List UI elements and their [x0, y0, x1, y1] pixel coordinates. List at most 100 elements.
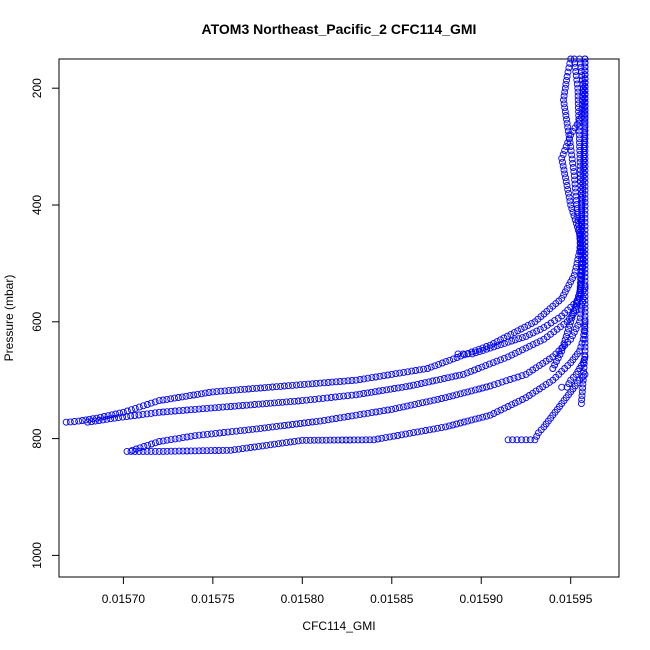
data-point — [140, 443, 148, 450]
data-point — [452, 372, 460, 380]
data-point — [566, 139, 574, 147]
data-point — [430, 425, 437, 433]
data-point — [454, 350, 462, 358]
data-point — [581, 351, 589, 359]
data-point — [483, 412, 490, 420]
data-point — [579, 236, 586, 244]
data-point — [199, 431, 207, 439]
data-point — [575, 135, 583, 143]
data-point — [475, 348, 483, 356]
data-point — [191, 447, 199, 455]
data-point — [573, 296, 581, 304]
data-point — [567, 131, 575, 139]
data-point — [565, 64, 573, 72]
data-point — [464, 388, 472, 396]
data-point — [508, 401, 516, 409]
data-point — [247, 444, 255, 451]
data-point — [577, 201, 585, 209]
data-point — [245, 385, 253, 393]
data-point — [497, 406, 505, 414]
data-point — [383, 386, 391, 394]
data-point — [286, 398, 294, 406]
data-point — [571, 303, 579, 311]
data-point — [581, 159, 589, 166]
data-point — [431, 362, 439, 370]
data-point — [490, 381, 498, 389]
data-point — [556, 351, 564, 358]
data-point — [416, 366, 424, 374]
data-point — [380, 372, 388, 380]
data-point — [175, 434, 183, 442]
data-point — [559, 150, 567, 158]
data-point — [493, 408, 501, 416]
data-point — [243, 401, 251, 409]
data-point — [565, 380, 573, 388]
data-point — [560, 291, 567, 299]
data-point — [205, 389, 213, 396]
data-point — [514, 327, 522, 335]
data-point — [433, 376, 440, 384]
data-point — [563, 76, 570, 84]
data-point — [578, 232, 586, 240]
data-point — [384, 406, 392, 414]
data-point — [231, 402, 239, 410]
x-tick-label: 0.01585 — [370, 592, 414, 606]
data-point — [579, 84, 587, 92]
x-axis-label: CFC114_GMI — [302, 619, 375, 633]
data-point — [269, 423, 276, 431]
data-point — [324, 379, 332, 386]
data-point — [263, 400, 270, 408]
data-point — [119, 408, 127, 416]
data-point — [328, 378, 336, 386]
data-point — [123, 447, 131, 455]
data-point — [581, 328, 589, 335]
data-point — [535, 385, 543, 393]
data-point — [507, 330, 515, 338]
data-point — [376, 407, 384, 415]
data-point — [576, 158, 584, 166]
data-point — [195, 447, 203, 455]
data-point — [286, 438, 294, 446]
data-point — [139, 402, 147, 410]
data-point — [282, 398, 290, 406]
data-point — [562, 80, 570, 88]
data-point — [420, 365, 428, 373]
data-point — [331, 393, 339, 401]
data-point — [493, 342, 501, 350]
data-point — [115, 414, 122, 422]
data-point — [135, 447, 143, 455]
data-point — [444, 374, 452, 382]
data-point — [376, 372, 384, 380]
data-point — [278, 398, 286, 406]
data-point — [563, 329, 571, 337]
data-point — [577, 400, 585, 408]
data-point — [344, 377, 352, 385]
data-point — [456, 371, 463, 379]
data-point — [574, 209, 581, 217]
y-axis: 200 400 600 800 1000 — [30, 78, 60, 569]
data-point — [211, 447, 219, 454]
data-point — [549, 365, 557, 372]
data-point — [468, 350, 476, 358]
data-point — [567, 147, 575, 155]
data-point — [438, 424, 445, 432]
data-point — [225, 387, 233, 395]
data-point — [261, 384, 269, 392]
y-tick-label: 800 — [30, 428, 44, 448]
data-point — [578, 76, 586, 84]
data-point — [581, 335, 589, 343]
data-point — [412, 367, 420, 374]
data-point — [163, 408, 171, 416]
data-point — [438, 395, 446, 402]
data-point — [471, 386, 479, 394]
data-point — [88, 418, 95, 426]
data-point — [490, 339, 498, 347]
data-point — [573, 80, 581, 88]
data-point — [298, 436, 306, 444]
data-point — [203, 404, 211, 412]
data-point — [478, 363, 486, 371]
data-point — [212, 429, 220, 437]
data-point — [486, 341, 494, 349]
data-point — [319, 394, 327, 402]
data-point — [571, 59, 579, 67]
